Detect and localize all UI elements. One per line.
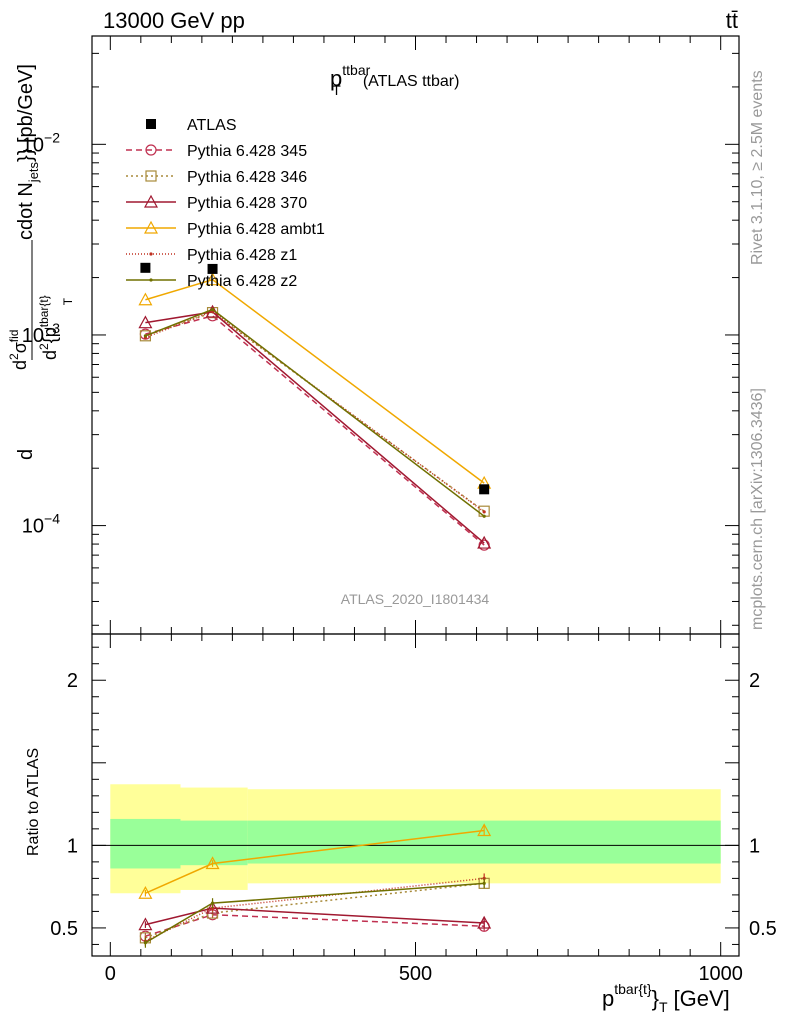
series-2-ratio-marker xyxy=(205,900,220,914)
legend-label: Pythia 6.428 370 xyxy=(187,195,307,212)
atlas-data-point xyxy=(140,262,151,273)
series-3-ratio-marker xyxy=(138,885,153,899)
series-5-ratio-marker xyxy=(210,901,215,905)
analysis-watermark: ATLAS_2020_I1801434 xyxy=(341,591,490,607)
ratio-y-tick-label-left: 2 xyxy=(67,670,78,692)
ratio-y-tick-label-left: 1 xyxy=(67,835,78,857)
series-5-main-marker xyxy=(143,334,148,338)
atlas-data-points xyxy=(140,262,490,495)
svg-text:d2σfid: d2σfid xyxy=(7,330,30,371)
legend-marker xyxy=(146,119,156,129)
ratio-band-inner xyxy=(180,820,248,866)
svg-text:d: d xyxy=(15,449,37,460)
series-1-main-line xyxy=(145,311,485,512)
mcplots-label: mcplots.cern.ch [arXiv:1306.3436] xyxy=(749,388,766,630)
legend-label: Pythia 6.428 z2 xyxy=(187,273,297,290)
series-3-main-line xyxy=(145,278,485,484)
series-5-ratio-marker xyxy=(143,941,148,945)
series-2-ratio-marker xyxy=(138,917,153,931)
y-axis-label: d d2σfid d2{ptbar{t} T cdot Njets}} [pb/G… xyxy=(7,64,75,460)
main-series-group xyxy=(138,272,492,551)
series-5-main-marker xyxy=(482,514,486,518)
atlas-data-point xyxy=(479,484,490,495)
ratio-y-tick-label-left: 0.5 xyxy=(50,918,78,940)
x-tick-label: 500 xyxy=(399,963,432,985)
legend-marker xyxy=(145,170,157,182)
legend-marker xyxy=(143,220,159,234)
series-2-main-marker xyxy=(477,535,492,549)
legend-marker xyxy=(143,194,159,208)
series-1-main-marker xyxy=(139,330,152,342)
legend-label: ATLAS xyxy=(187,117,237,134)
series-5-main-marker xyxy=(210,307,215,312)
series-3-ratio-marker xyxy=(205,856,220,870)
series-2-ratio-line xyxy=(145,907,485,926)
ratio-y-tick-label-right: 1 xyxy=(749,835,760,857)
plot-title: pttbar T (ATLAS ttbar) xyxy=(330,62,459,98)
series-2-main-line xyxy=(145,311,485,544)
header-energy-label: 13000 GeV pp xyxy=(103,8,245,33)
legend-label: Pythia 6.428 z1 xyxy=(187,247,297,264)
ratio-band-inner xyxy=(110,818,181,869)
series-5-main-line xyxy=(145,308,485,517)
header-process-label: tt̄ xyxy=(726,8,738,33)
svg-text:cdot Njets}} [pb/GeV]: cdot Njets}} [pb/GeV] xyxy=(15,64,41,240)
series-3-main-marker xyxy=(205,272,220,286)
ratio-uncertainty-bands xyxy=(110,784,721,894)
ratio-y-axis-label: Ratio to ATLAS xyxy=(25,748,42,856)
rivet-version-label: Rivet 3.1.10, ≥ 2.5M events xyxy=(749,70,766,265)
series-3-ratio-marker xyxy=(477,823,492,837)
legend-label: Pythia 6.428 346 xyxy=(187,169,307,186)
legend-label: Pythia 6.428 ambt1 xyxy=(187,221,325,238)
svg-text:d2{ptbar{t}T: d2{ptbar{t} T xyxy=(37,295,75,360)
ratio-y-tick-label-right: 0.5 xyxy=(749,918,777,940)
legend-marker xyxy=(145,144,157,156)
y-tick-label: 10−4 xyxy=(22,511,60,538)
x-axis-label: ptbar{t}}T [GeV] xyxy=(602,981,730,1015)
legend-marker xyxy=(149,278,153,282)
series-4-main-marker xyxy=(482,510,486,514)
series-4-main-line xyxy=(145,310,485,513)
series-2-ratio-marker xyxy=(477,915,492,929)
atlas-data-point xyxy=(207,263,218,274)
legend-label: Pythia 6.428 345 xyxy=(187,143,307,160)
x-tick-label: 1000 xyxy=(698,963,743,985)
series-5-ratio-marker xyxy=(482,881,486,885)
series-0-main-line xyxy=(145,314,485,546)
axis-ticks xyxy=(92,36,739,956)
axis-tick-labels: 0 500 1000 10−4 10−3 10−2 0.5 0.5 1 1 2 2 xyxy=(22,129,777,985)
series-2-main-marker xyxy=(138,315,153,329)
legend-marker xyxy=(149,252,153,256)
legend: ATLAS Pythia 6.428 345 Pythia 6.428 346 Pyt… xyxy=(126,117,325,290)
y-tick-label: 10−3 xyxy=(22,320,60,347)
y-tick-label: 10−2 xyxy=(22,129,60,156)
ratio-y-tick-label-right: 2 xyxy=(749,670,760,692)
ratio-series-group xyxy=(138,823,492,948)
series-3-main-marker xyxy=(138,292,153,306)
series-0-ratio-line xyxy=(145,913,485,937)
x-tick-label: 0 xyxy=(105,963,116,985)
series-1-ratio-line xyxy=(145,882,485,939)
